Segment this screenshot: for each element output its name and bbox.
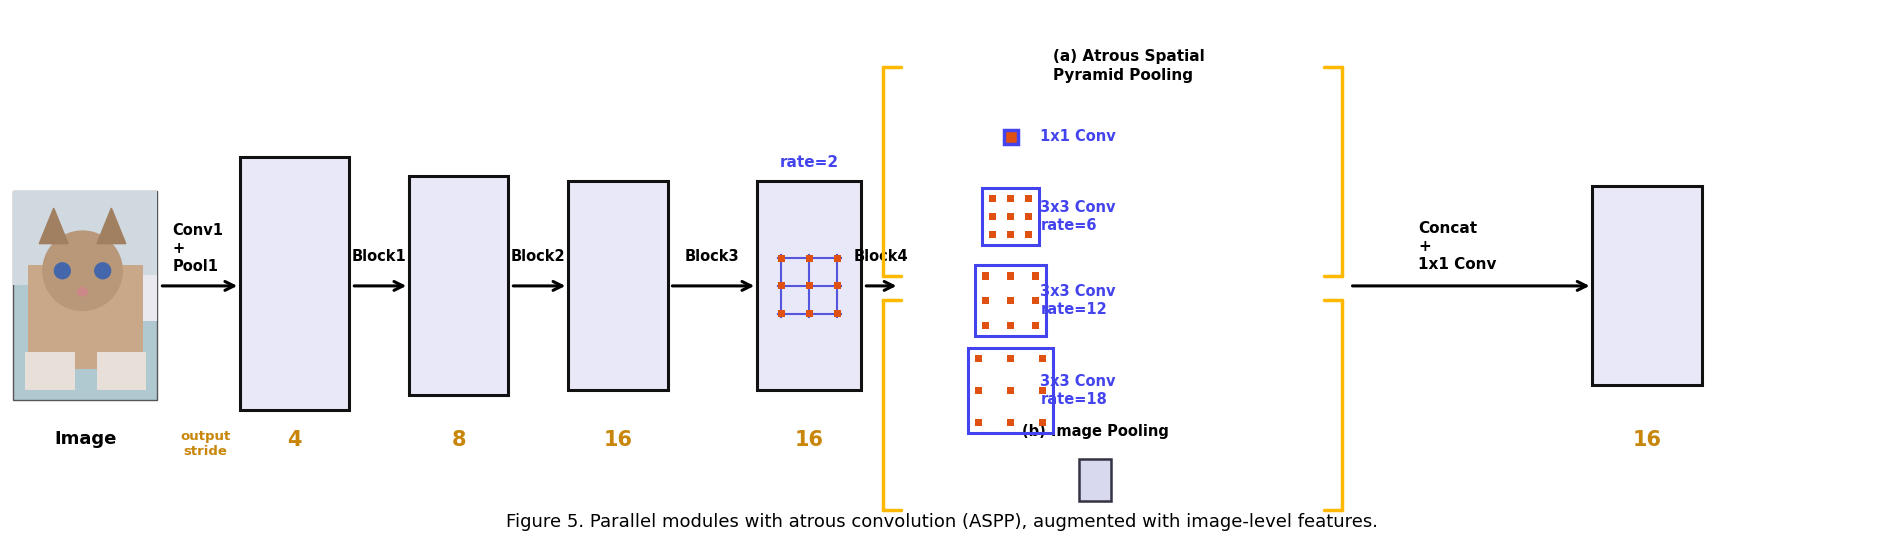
Bar — [969, 348, 1054, 433]
Text: 4: 4 — [288, 430, 303, 450]
Text: 3x3 Conv
rate=6: 3x3 Conv rate=6 — [1041, 200, 1116, 233]
Bar — [1039, 355, 1046, 362]
Bar — [1007, 272, 1014, 280]
Bar — [28, 265, 144, 369]
Text: Block3: Block3 — [685, 249, 740, 264]
Bar — [806, 310, 814, 317]
Bar — [1025, 213, 1033, 220]
Bar — [974, 355, 982, 362]
Bar — [990, 195, 997, 202]
Bar — [778, 255, 785, 262]
Bar — [13, 191, 157, 400]
Text: 16: 16 — [1633, 430, 1661, 450]
Text: 8: 8 — [452, 430, 465, 450]
Bar — [990, 230, 997, 238]
Text: Conv1
+
Pool1: Conv1 + Pool1 — [172, 222, 223, 273]
Bar — [778, 282, 785, 289]
Circle shape — [55, 263, 70, 279]
Bar — [982, 322, 990, 329]
Polygon shape — [40, 208, 68, 244]
Ellipse shape — [78, 287, 87, 296]
Text: Block4: Block4 — [853, 249, 908, 264]
Text: Block2: Block2 — [511, 249, 566, 264]
Text: Image: Image — [55, 430, 117, 448]
Bar — [982, 188, 1039, 245]
Text: Concat
+
1x1 Conv: Concat + 1x1 Conv — [1419, 221, 1497, 272]
Bar — [1007, 387, 1014, 394]
Text: output
stride: output stride — [180, 430, 231, 458]
Bar — [1039, 419, 1046, 426]
Bar — [1007, 195, 1014, 202]
Bar — [1007, 322, 1014, 329]
Polygon shape — [96, 208, 125, 244]
Bar — [25, 352, 76, 390]
Bar — [240, 157, 350, 410]
Bar — [990, 213, 997, 220]
Circle shape — [95, 263, 110, 279]
Text: 3x3 Conv
rate=18: 3x3 Conv rate=18 — [1041, 374, 1116, 407]
Bar — [49, 275, 157, 321]
Text: rate=2: rate=2 — [780, 154, 838, 169]
Bar — [1039, 387, 1046, 394]
Text: 3x3 Conv
rate=12: 3x3 Conv rate=12 — [1041, 284, 1116, 317]
Bar — [806, 282, 814, 289]
Bar — [1007, 213, 1014, 220]
Bar — [1003, 130, 1018, 144]
Text: Block1: Block1 — [352, 249, 407, 264]
Bar — [96, 352, 146, 390]
Bar — [757, 182, 861, 390]
Bar — [834, 255, 840, 262]
Bar — [1007, 419, 1014, 426]
Text: Figure 5. Parallel modules with atrous convolution (ASPP), augmented with image-: Figure 5. Parallel modules with atrous c… — [505, 512, 1377, 531]
Bar — [13, 191, 157, 285]
Bar — [1025, 230, 1033, 238]
Bar — [568, 182, 668, 390]
Bar — [982, 297, 990, 304]
Bar — [974, 265, 1046, 336]
Text: 1x1 Conv: 1x1 Conv — [1041, 129, 1116, 144]
Bar — [1007, 230, 1014, 238]
Bar — [974, 387, 982, 394]
Bar — [1031, 272, 1039, 280]
Text: 16: 16 — [604, 430, 632, 450]
Bar — [834, 310, 840, 317]
Ellipse shape — [44, 231, 123, 310]
Text: 16: 16 — [795, 430, 823, 450]
Text: (b) Image Pooling: (b) Image Pooling — [1022, 424, 1169, 439]
Text: (a) Atrous Spatial
Pyramid Pooling: (a) Atrous Spatial Pyramid Pooling — [1052, 49, 1205, 83]
Bar — [806, 255, 814, 262]
Bar — [834, 282, 840, 289]
Bar — [1078, 459, 1111, 501]
Bar — [778, 310, 785, 317]
Bar — [982, 272, 990, 280]
Bar — [1031, 322, 1039, 329]
Bar — [1025, 195, 1033, 202]
Bar — [1007, 297, 1014, 304]
Bar — [1593, 187, 1701, 385]
Bar — [974, 419, 982, 426]
Bar — [1031, 297, 1039, 304]
Bar — [409, 176, 509, 396]
Bar — [1007, 355, 1014, 362]
